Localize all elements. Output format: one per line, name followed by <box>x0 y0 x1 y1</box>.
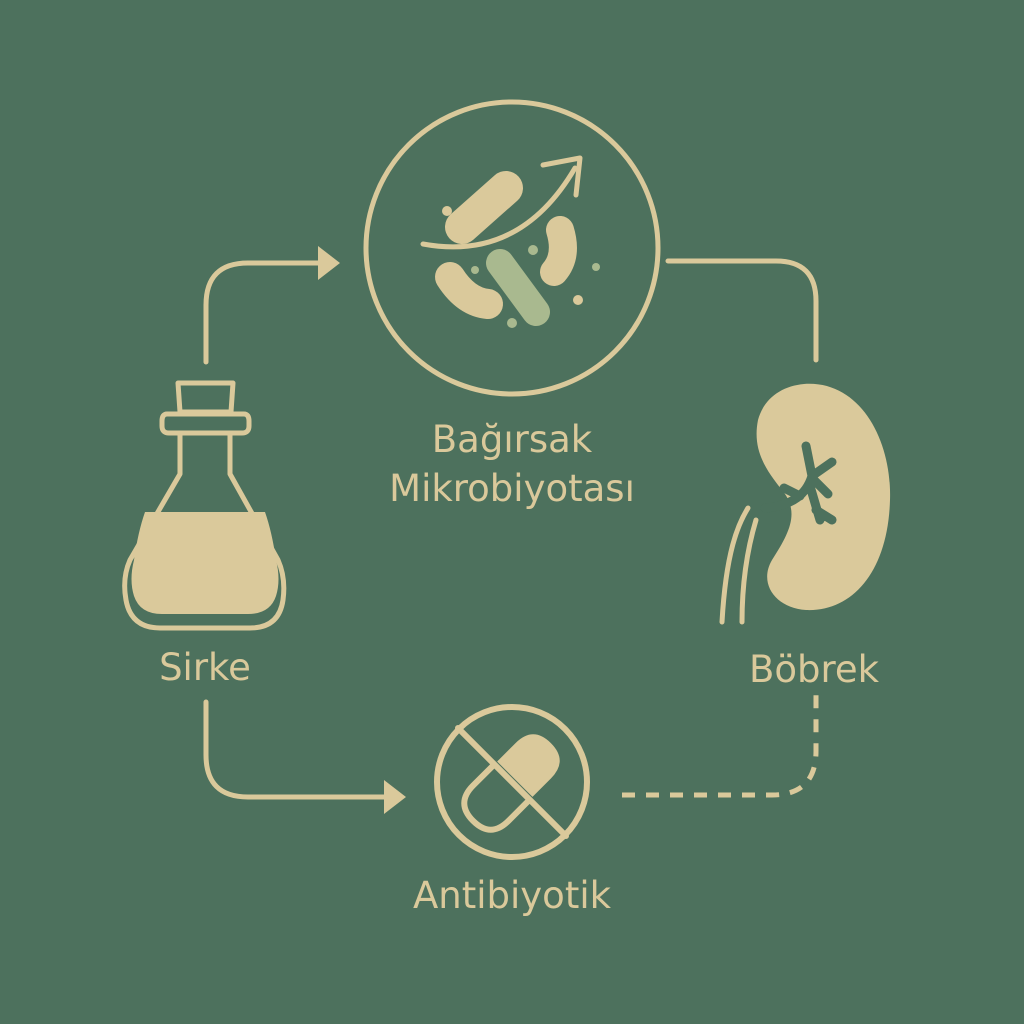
connector-vinegar-to-antibiotic <box>203 699 406 814</box>
no-pill-icon <box>434 704 590 860</box>
bacteria-microbiota-icon <box>363 99 661 397</box>
connector-antibiotic-to-kidney <box>622 695 819 798</box>
kidney-label: Böbrek <box>749 648 880 691</box>
vinegar-label: Sirke <box>159 646 251 689</box>
vinegar-bottle-icon <box>122 380 287 631</box>
arrowhead-icon <box>384 780 406 814</box>
connector-vinegar-to-gut <box>203 246 340 365</box>
arrowhead-icon <box>318 246 340 280</box>
connector-gut-to-kidney <box>665 258 819 363</box>
gut-label-line1: Bağırsak <box>432 418 593 461</box>
antibiotic-label: Antibiyotik <box>413 874 612 917</box>
kidney-icon <box>719 383 891 625</box>
gut-label-line2: Mikrobiyotası <box>389 467 635 510</box>
